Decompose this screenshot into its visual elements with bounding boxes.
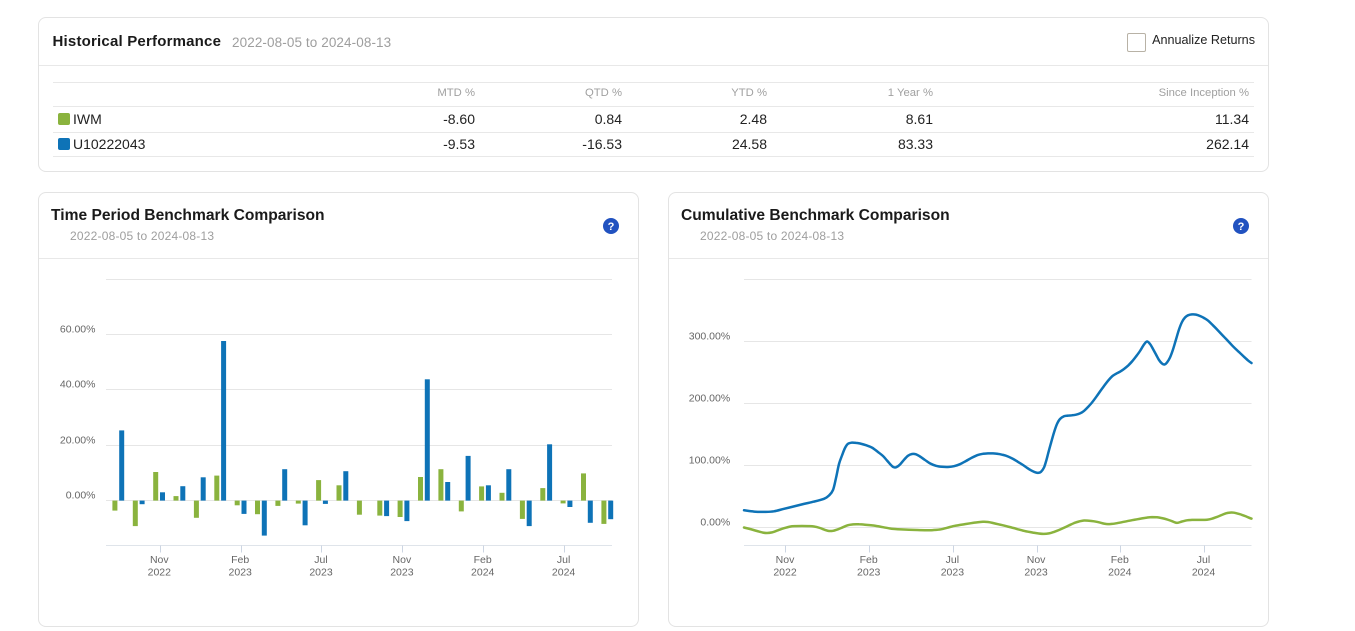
svg-text:200.00%: 200.00% <box>689 393 730 405</box>
svg-text:Feb: Feb <box>231 554 249 566</box>
svg-text:300.00%: 300.00% <box>689 331 730 343</box>
svg-text:2024: 2024 <box>1108 567 1132 579</box>
svg-text:2024: 2024 <box>471 567 495 579</box>
svg-text:2023: 2023 <box>941 567 965 579</box>
svg-text:Nov: Nov <box>776 554 795 566</box>
svg-text:2022: 2022 <box>773 567 797 579</box>
svg-text:2023: 2023 <box>1024 567 1048 579</box>
svg-text:2023: 2023 <box>229 567 253 579</box>
svg-text:2022: 2022 <box>148 567 172 579</box>
svg-text:40.00%: 40.00% <box>60 379 96 391</box>
svg-text:Jul: Jul <box>1197 554 1210 566</box>
svg-text:Nov: Nov <box>1027 554 1046 566</box>
svg-text:20.00%: 20.00% <box>60 435 96 447</box>
svg-text:2024: 2024 <box>1192 567 1216 579</box>
svg-text:Jul: Jul <box>557 554 570 566</box>
svg-text:Jul: Jul <box>946 554 959 566</box>
svg-text:Nov: Nov <box>150 554 169 566</box>
svg-text:Nov: Nov <box>393 554 412 566</box>
svg-text:?: ? <box>1237 221 1244 233</box>
svg-text:60.00%: 60.00% <box>60 324 96 336</box>
svg-text:2024: 2024 <box>552 567 576 579</box>
svg-text:Feb: Feb <box>474 554 492 566</box>
svg-text:2023: 2023 <box>309 567 333 579</box>
svg-text:?: ? <box>607 221 614 233</box>
svg-text:2023: 2023 <box>857 567 881 579</box>
svg-text:Feb: Feb <box>1111 554 1129 566</box>
svg-text:2023: 2023 <box>390 567 414 579</box>
svg-text:100.00%: 100.00% <box>689 455 730 467</box>
svg-text:Jul: Jul <box>314 554 327 566</box>
svg-text:0.00%: 0.00% <box>66 490 96 502</box>
svg-text:0.00%: 0.00% <box>700 517 730 529</box>
svg-text:Feb: Feb <box>860 554 878 566</box>
